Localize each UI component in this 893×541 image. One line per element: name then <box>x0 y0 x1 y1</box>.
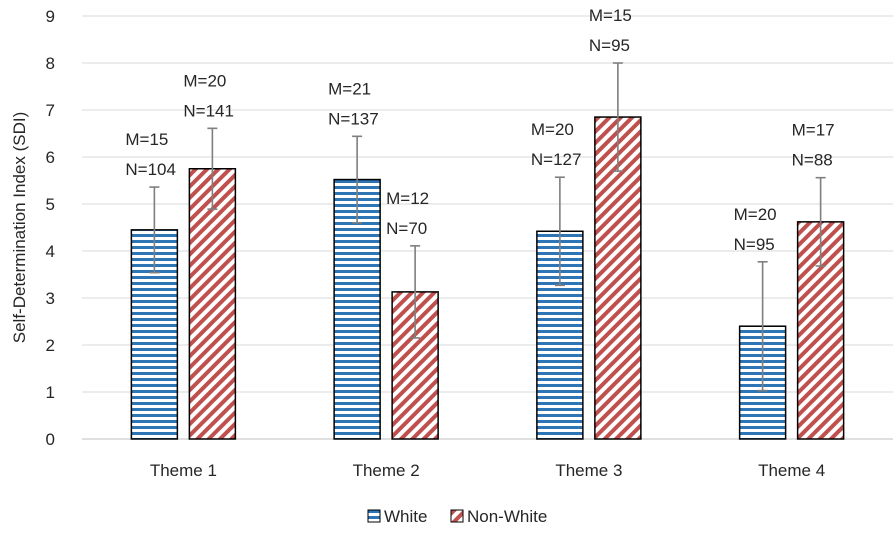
legend-swatch-white <box>367 509 381 523</box>
error-bars <box>149 62 826 392</box>
x-tick-label: Theme 4 <box>758 461 825 480</box>
data-label-n: N=141 <box>183 101 234 120</box>
data-label-m: M=12 <box>386 189 429 208</box>
data-label-m: M=21 <box>328 79 371 98</box>
y-tick-label: 9 <box>46 7 55 26</box>
legend-swatch-non-white <box>450 509 464 523</box>
legend-label: White <box>384 507 427 526</box>
legend: White Non-White <box>367 507 547 526</box>
data-label-m: M=20 <box>531 120 574 139</box>
data-label-n: N=95 <box>589 36 630 55</box>
y-tick-label: 5 <box>46 195 55 214</box>
data-label-n: N=95 <box>734 235 775 254</box>
data-label-n: N=70 <box>386 219 427 238</box>
x-tick-label: Theme 2 <box>353 461 420 480</box>
y-tick-label: 1 <box>46 383 55 402</box>
y-tick-label: 8 <box>46 54 55 73</box>
data-label-m: M=17 <box>792 121 835 140</box>
data-label-n: N=127 <box>531 150 582 169</box>
y-axis-label: Self-Determination Index (SDI) <box>10 112 29 343</box>
y-tick-label: 6 <box>46 148 55 167</box>
data-label-n: N=104 <box>125 160 176 179</box>
bars <box>130 116 845 440</box>
data-label-m: M=20 <box>734 205 777 224</box>
bar-non-white-1 <box>188 168 237 440</box>
y-tick-label: 3 <box>46 289 55 308</box>
data-label-m: M=15 <box>125 130 168 149</box>
data-label-m: M=20 <box>183 71 226 90</box>
legend-label: Non-White <box>467 507 547 526</box>
data-label-n: N=88 <box>792 151 833 170</box>
x-tick-label: Theme 3 <box>555 461 622 480</box>
y-tick-label: 2 <box>46 336 55 355</box>
y-tick-label: 7 <box>46 101 55 120</box>
y-tick-label: 0 <box>46 430 55 449</box>
data-label-m: M=15 <box>589 6 632 25</box>
data-label-n: N=137 <box>328 109 379 128</box>
y-tick-label: 4 <box>46 242 55 261</box>
x-tick-label: Theme 1 <box>150 461 217 480</box>
data-labels: M=15 N=104 M=20 N=141 M=21 N=137 M=12 N=70 M=20 N… <box>125 6 834 254</box>
